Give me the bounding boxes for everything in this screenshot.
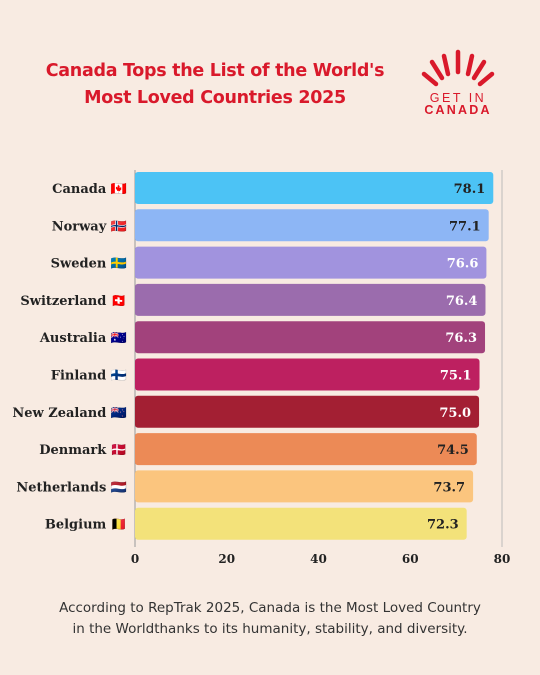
- category-label: Finland 🇫🇮: [51, 369, 127, 384]
- category-label: Denmark 🇩🇰: [39, 442, 127, 458]
- logo-text-canada: CANADA: [424, 103, 492, 117]
- category-label: New Zealand 🇳🇿: [12, 406, 127, 421]
- bar-denmark: [135, 433, 477, 466]
- x-tick-label: 40: [310, 552, 327, 566]
- bar-value-label: 72.3: [427, 518, 459, 533]
- bar-value-label: 75.0: [439, 406, 471, 421]
- bar-value-label: 76.6: [447, 257, 479, 272]
- bar-value-label: 76.4: [446, 294, 478, 309]
- title-line-1: Canada Tops the List of the World's: [45, 61, 385, 81]
- bar-chart: 78.1 Canada 🇨🇦 77.1 Norway 🇳🇴 76.6 Sweden 🇸🇪 7…: [12, 170, 511, 566]
- x-tick-label: 80: [494, 552, 511, 566]
- bar-finland: [135, 358, 480, 391]
- category-label: Norway 🇳🇴: [52, 219, 127, 234]
- bar-value-label: 78.1: [454, 182, 486, 197]
- logo-text-get-in: GET IN: [429, 91, 487, 105]
- get-in-canada-logo-icon: [421, 49, 495, 87]
- bar-value-label: 77.1: [449, 219, 481, 234]
- x-tick-label: 0: [131, 552, 139, 566]
- category-label: Belgium 🇧🇪: [45, 517, 127, 533]
- bar-belgium: [135, 507, 467, 540]
- category-label: Canada 🇨🇦: [52, 182, 127, 197]
- bar-netherlands: [135, 470, 474, 503]
- caption-line-1: According to RepTrak 2025, Canada is the…: [59, 600, 481, 616]
- bar-value-label: 74.5: [437, 443, 469, 458]
- caption-line-2: in the Worldthanks to its humanity, stab…: [72, 621, 468, 637]
- bar-value-label: 75.1: [440, 369, 472, 384]
- bar-new-zealand: [135, 395, 480, 428]
- bar-switzerland: [135, 283, 486, 316]
- bar-value-label: 76.3: [445, 331, 477, 346]
- x-tick-label: 20: [218, 552, 235, 566]
- bar-sweden: [135, 246, 487, 279]
- category-label: Switzerland 🇨🇭: [20, 293, 127, 309]
- caption: According to RepTrak 2025, Canada is the…: [20, 598, 520, 640]
- category-label: Sweden 🇸🇪: [51, 257, 127, 272]
- x-tick-label: 60: [402, 552, 419, 566]
- page-title: Canada Tops the List of the World's Most…: [30, 58, 400, 112]
- bar-australia: [135, 321, 486, 354]
- bar-value-label: 73.7: [433, 480, 465, 495]
- title-line-2: Most Loved Countries 2025: [84, 88, 346, 108]
- bar-canada: [135, 172, 494, 204]
- category-label: Netherlands 🇳🇱: [16, 480, 127, 495]
- category-label: Australia 🇦🇺: [39, 330, 127, 346]
- bar-norway: [135, 209, 489, 242]
